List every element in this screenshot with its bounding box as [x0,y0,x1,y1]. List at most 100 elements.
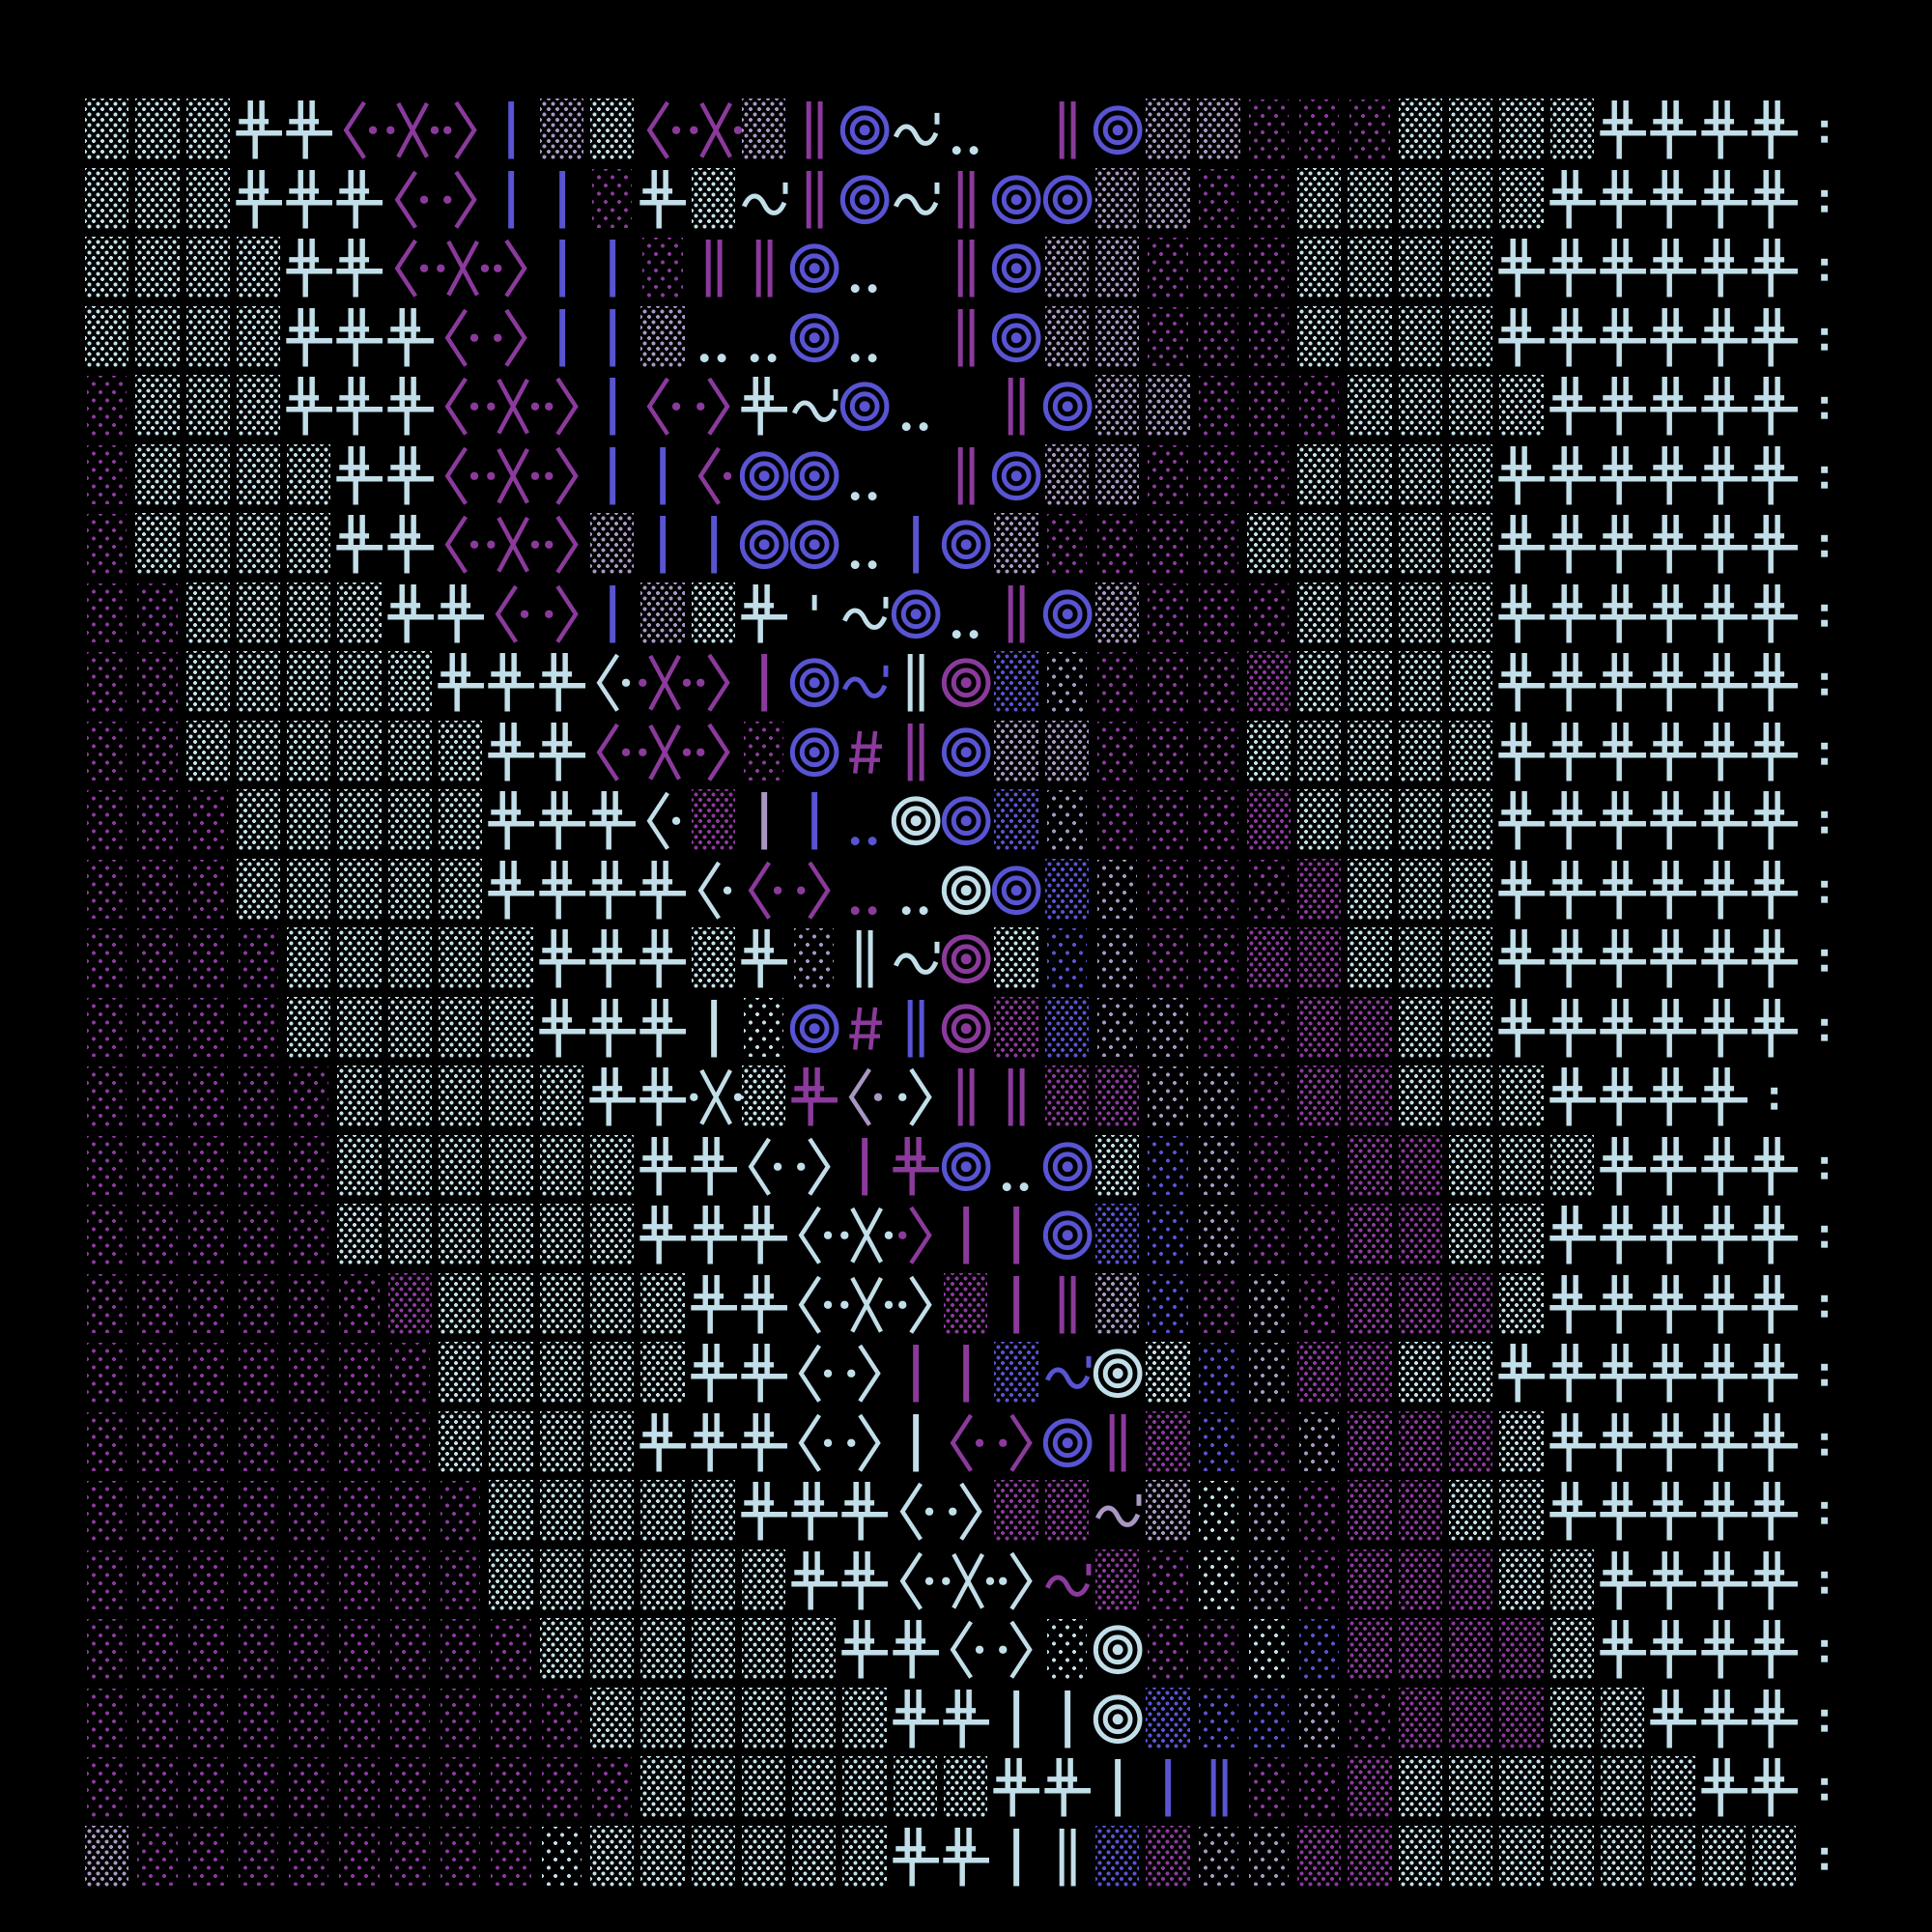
sparse-dot-block [1198,1205,1238,1264]
glyph-dense-dot-block [689,1823,739,1892]
glyph-vertical-bar [587,303,638,373]
vertical-bar-icon [1013,1690,1020,1748]
glyph-double-cross [537,786,587,856]
double-cross-icon [589,860,636,920]
dense-dot-block [1449,1825,1493,1887]
glyph-concentric-circles [1042,1408,1093,1478]
vertical-bar-icon [508,100,515,159]
glyph-sparse-dot-block [1194,648,1244,718]
sparse-dot-block [137,1205,178,1264]
dense-dot-block [387,1272,433,1334]
double-cross-icon [1600,1343,1646,1403]
angle-bracket-left-dot-icon [899,1482,933,1541]
glyph-sparse-dot-block [132,1753,183,1823]
double-cross-icon [1700,1274,1747,1334]
glyph-dense-dot-block [1294,924,1345,994]
glyph-double-vertical-bar [891,648,941,718]
sparse-dot-block [1198,721,1238,781]
glyph-dense-dot-block [1648,1823,1698,1892]
glyph-double-cross [1749,1201,1800,1270]
glyph-double-cross [587,994,638,1064]
glyph-sparse-dot-block [1244,303,1294,373]
glyph-sparse-dot-block [1194,1408,1244,1478]
glyph-dense-dot-block [436,924,486,994]
glyph-dense-dot-block [385,718,436,787]
dense-dot-block [1094,1134,1140,1196]
angle-bracket-left-dot-icon [748,1137,782,1196]
dense-dot-block [1499,1272,1544,1334]
glyph-sparse-dot-block [1143,786,1193,856]
angle-bracket-left-dot-icon [899,1551,933,1610]
dense-dot-block [539,99,583,160]
sparse-dot-block [238,1066,279,1126]
dense-dot-block [1449,375,1493,437]
glyph-dense-dot-block [284,648,334,718]
glyph-sparse-dot-block [184,1270,234,1340]
sparse-dot-block [289,1549,329,1609]
angle-bracket-right-dot-icon [847,1413,882,1472]
angle-bracket-left-dot-icon [596,723,631,781]
glyph-dense-dot-block [1294,1339,1345,1408]
glyph-dense-dot-block [1042,234,1093,303]
glyph-dense-dot-block [1042,1477,1093,1547]
glyph-tick [789,580,839,649]
sparse-dot-block [1198,1481,1238,1541]
glyph-tilde-tick [1042,1547,1093,1616]
glyph-dense-dot-block [789,1615,839,1685]
glyph-double-cross [1699,96,1749,165]
dense-dot-block [792,1687,837,1748]
glyph-sparse-dot-block [1194,234,1244,303]
sparse-dot-block [87,1135,128,1195]
double-cross-icon [893,1619,939,1679]
dense-dot-block [1449,1618,1493,1680]
glyph-angle-bracket-right-dot [537,510,587,580]
glyph-colon-dots [1800,441,1850,511]
sparse-dot-block [137,1826,178,1886]
glyph-angle-bracket-right-dot [537,372,587,441]
glyph-double-cross [689,1201,739,1270]
glyph-dense-dot-block [638,580,688,649]
glyph-dense-dot-block [638,1685,688,1754]
double-cross-icon [1548,998,1596,1058]
glyph-dense-dot-block [1345,1823,1395,1892]
concentric-circles-icon [941,865,991,915]
sparse-dot-block [137,1757,178,1817]
glyph-angle-bracket-left-dot [638,96,688,165]
angle-bracket-left-dot-icon [344,100,378,159]
glyph-x-cross-dots [486,372,540,441]
double-cross-icon [1600,376,1646,436]
glyph-double-cross [1749,1685,1800,1754]
dense-dot-block [792,1825,837,1887]
angle-bracket-right-dot-icon [443,100,477,159]
glyph-dense-dot-block [184,580,234,649]
sparse-dot-block [591,1757,633,1817]
glyph-vertical-bar [839,1132,890,1202]
glyph-sparse-dot-block [184,786,234,856]
tilde-tick-icon [893,112,940,146]
glyph-dense-dot-block [1345,441,1395,511]
colon-dots-icon [1821,1501,1829,1524]
glyph-dense-dot-block [1446,1132,1496,1202]
glyph-tilde-tick [1042,1339,1093,1408]
glyph-sparse-dot-block [1244,1615,1294,1685]
glyph-sparse-dot-block [1194,1132,1244,1202]
glyph-double-cross [436,648,486,718]
dense-dot-block [1499,1825,1544,1887]
glyph-colon-dots [1749,1063,1800,1132]
glyph-concentric-circles [891,786,941,856]
glyph-double-cross [1496,924,1547,994]
sparse-dot-block [137,721,178,781]
vertical-bar-icon [1013,1828,1020,1887]
glyph-double-cross [1699,1685,1749,1754]
glyph-vertical-bar [891,1408,941,1478]
sparse-dot-block [541,1826,582,1886]
dense-dot-block [236,237,281,298]
glyph-dense-dot-block [132,234,183,303]
glyph-double-cross [1749,580,1800,649]
glyph-double-vertical-bar [1042,1823,1093,1892]
glyph-sparse-dot-block [82,1408,132,1478]
sparse-dot-block [187,1826,228,1886]
sparse-dot-block [339,1273,380,1333]
tilde-tick-icon [741,182,788,215]
dense-dot-block [1348,858,1392,920]
